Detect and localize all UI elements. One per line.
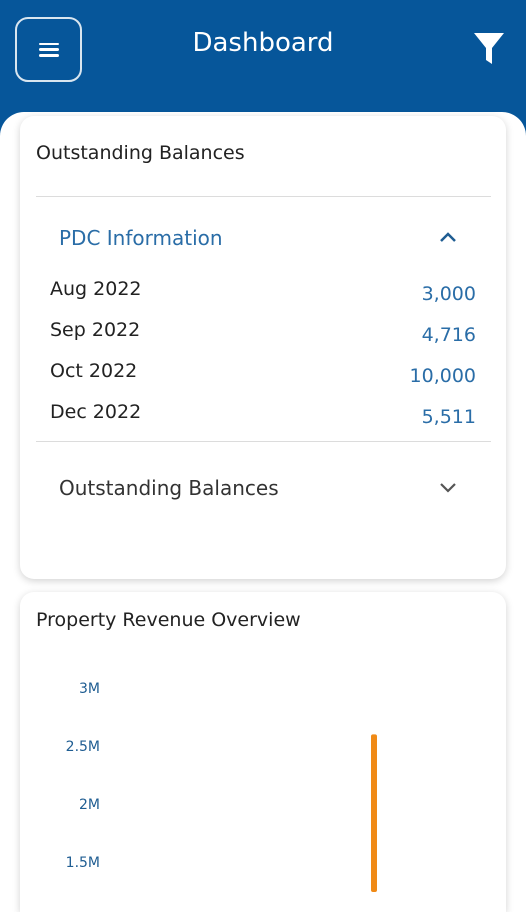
card-title: Property Revenue Overview: [36, 609, 301, 631]
filter-button[interactable]: [472, 30, 506, 68]
pdc-information-toggle[interactable]: PDC Information: [36, 208, 491, 268]
chevron-down-icon: [440, 483, 456, 493]
chevron-up-icon: [440, 232, 456, 242]
row-month: Aug 2022: [50, 278, 142, 300]
y-axis-tick-label: 2M: [79, 797, 100, 813]
row-month: Sep 2022: [50, 319, 141, 341]
list-item: Sep 2022 4,716: [50, 319, 476, 349]
y-axis-tick-label: 1.5M: [66, 855, 100, 871]
row-value: 10,000: [409, 365, 476, 387]
property-revenue-card: Property Revenue Overview 3M 2.5M 2M 1.5M: [20, 592, 506, 912]
menu-button[interactable]: [15, 17, 82, 82]
outstanding-balances-toggle[interactable]: Outstanding Balances: [36, 448, 491, 508]
y-axis-tick-label: 3M: [79, 681, 100, 697]
list-item: Aug 2022 3,000: [50, 278, 476, 308]
row-value: 4,716: [421, 324, 476, 346]
outstanding-balances-card: Outstanding Balances PDC Information Aug…: [20, 116, 506, 579]
y-axis-tick-label: 2.5M: [66, 739, 100, 755]
row-month: Oct 2022: [50, 360, 138, 382]
divider: [36, 441, 491, 442]
page-title: Dashboard: [192, 28, 334, 58]
divider: [36, 196, 491, 197]
row-month: Dec 2022: [50, 401, 142, 423]
revenue-bar: [371, 734, 377, 892]
list-item: Dec 2022 5,511: [50, 401, 476, 431]
card-title: Outstanding Balances: [36, 142, 245, 164]
list-item: Oct 2022 10,000: [50, 360, 476, 390]
revenue-chart: 3M 2.5M 2M 1.5M: [66, 681, 377, 892]
outstanding-balances-label: Outstanding Balances: [59, 476, 279, 500]
row-value: 5,511: [421, 406, 476, 428]
pdc-information-label: PDC Information: [59, 226, 223, 250]
filter-funnel-icon: [474, 33, 504, 64]
row-value: 3,000: [421, 283, 476, 305]
hamburger-menu-icon: [38, 42, 59, 57]
